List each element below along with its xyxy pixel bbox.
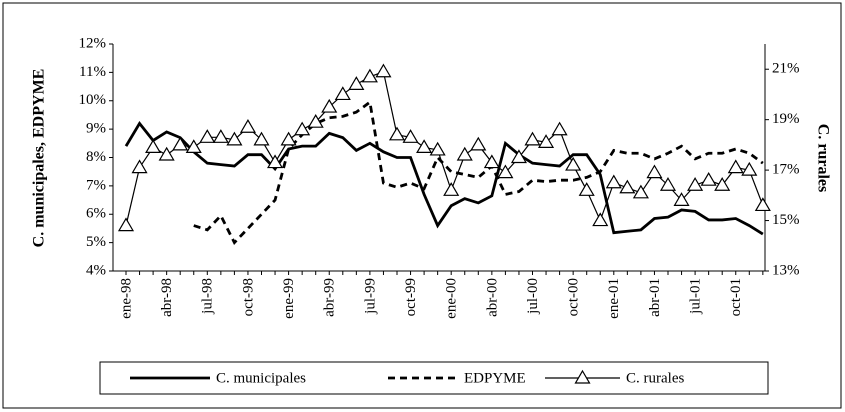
y-tick-label: 6%: [86, 206, 106, 222]
point-marker: [619, 179, 636, 194]
point-marker: [646, 164, 663, 179]
point-marker: [605, 174, 622, 189]
point-marker: [226, 131, 243, 146]
point-marker: [239, 119, 256, 133]
point-marker: [172, 136, 189, 151]
point-marker: [470, 136, 487, 151]
point-marker: [551, 121, 568, 136]
point-marker: [754, 197, 771, 212]
point-marker: [483, 154, 500, 169]
x-tick-label: oct-99: [403, 278, 419, 316]
legend: [99, 361, 769, 395]
legend-label: C. rurales: [626, 370, 684, 386]
x-tick-label: abr-00: [484, 278, 500, 317]
y2-tick-label: 21%: [772, 61, 800, 77]
y2-tick-label: 19%: [772, 111, 800, 127]
y-tick-label: 5%: [86, 234, 106, 250]
y-tick-label: 4%: [86, 262, 106, 278]
legend-label: EDPYME: [464, 370, 526, 386]
x-tick-label: oct-98: [240, 278, 256, 316]
legend-marker: [574, 369, 591, 384]
y2-tick-label: 15%: [772, 212, 800, 228]
point-marker: [334, 86, 351, 101]
point-marker: [632, 184, 649, 199]
y-tick-label: 9%: [86, 121, 106, 137]
point-marker: [538, 134, 555, 148]
point-marker: [727, 159, 744, 174]
y2-axis-title: C. rurales: [814, 124, 831, 192]
point-marker: [700, 172, 717, 186]
y-axis-title: C. municipales, EDPYME: [31, 69, 48, 248]
point-marker: [429, 141, 446, 156]
x-tick-label: ene-99: [281, 278, 297, 319]
point-marker: [741, 161, 758, 176]
point-marker: [375, 63, 392, 78]
x-tick-label: jul-01: [688, 278, 704, 315]
point-marker: [321, 98, 338, 113]
point-marker: [199, 129, 216, 143]
x-tick-label: ene-98: [118, 278, 134, 319]
point-marker: [280, 131, 297, 146]
x-tick-label: jul-00: [525, 278, 541, 315]
y2-tick-label: 17%: [772, 162, 800, 178]
point-marker: [497, 164, 514, 179]
point-marker: [416, 139, 433, 154]
point-marker: [687, 177, 704, 191]
point-marker: [578, 182, 595, 196]
y-tick-label: 12%: [79, 35, 107, 51]
point-marker: [307, 113, 324, 128]
point-marker: [673, 192, 690, 206]
point-marker: [145, 139, 162, 154]
series-line: [193, 99, 764, 246]
point-marker: [659, 177, 677, 191]
legend-label: C. municipales: [216, 370, 306, 386]
point-marker: [714, 177, 731, 191]
y-tick-label: 8%: [86, 149, 106, 165]
x-tick-label: abr-01: [647, 278, 663, 317]
series-line: [124, 120, 764, 236]
y2-tick-label: 13%: [772, 262, 800, 278]
y-tick-label: 7%: [86, 177, 106, 193]
point-marker: [131, 159, 148, 174]
y-tick-label: 10%: [79, 92, 107, 108]
point-marker: [443, 182, 460, 196]
series-line: [125, 70, 764, 226]
point-marker: [185, 139, 202, 154]
point-marker: [348, 76, 365, 90]
x-tick-label: ene-01: [606, 278, 622, 319]
x-tick-label: oct-00: [566, 278, 582, 316]
point-marker: [294, 121, 311, 136]
point-marker: [267, 154, 284, 169]
x-tick-label: jul-99: [362, 278, 378, 315]
point-marker: [117, 217, 135, 232]
point-marker: [212, 129, 229, 143]
point-marker: [456, 146, 473, 161]
y-tick-label: 11%: [79, 64, 106, 80]
point-marker: [402, 129, 419, 143]
x-tick-label: abr-99: [322, 278, 338, 317]
x-tick-label: ene-00: [444, 278, 460, 319]
point-marker: [253, 131, 270, 146]
point-marker: [524, 131, 541, 146]
point-marker: [158, 146, 175, 161]
point-marker: [388, 126, 406, 141]
point-marker: [592, 212, 609, 227]
point-marker: [361, 68, 378, 83]
x-tick-label: oct-01: [728, 278, 744, 316]
x-tick-label: jul-98: [200, 278, 216, 315]
x-tick-label: abr-98: [159, 278, 175, 317]
point-marker: [565, 156, 582, 171]
point-marker: [510, 149, 527, 164]
